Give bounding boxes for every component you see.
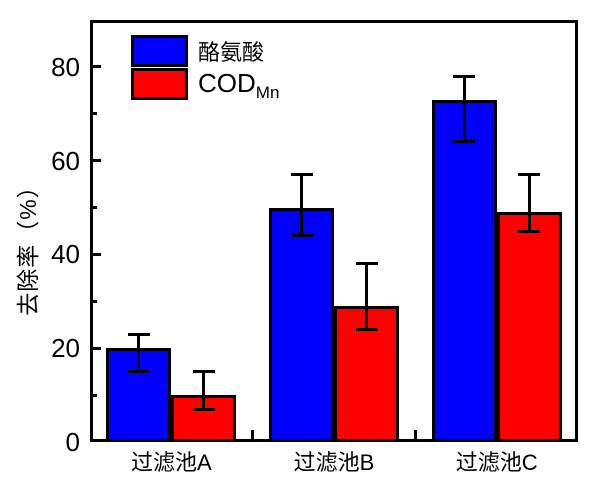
y-major-tick [90, 252, 101, 256]
y-tick-label: 80 [51, 51, 80, 82]
error-bar-tyrosine-2 [300, 174, 303, 236]
error-bar-cod-2 [365, 263, 368, 330]
legend-swatch-tyrosine [131, 34, 188, 67]
legend-label-cod: CODMn [198, 68, 280, 102]
y-tick-label: 20 [51, 333, 80, 364]
bar-tyrosine-3 [431, 99, 497, 442]
x-boundary-tick [251, 430, 255, 439]
error-bar-tyrosine-1 [137, 334, 141, 372]
y-major-tick [90, 159, 101, 163]
y-minor-tick [90, 299, 97, 303]
y-major-tick [90, 346, 101, 350]
error-cap-top-tyrosine-2 [290, 173, 313, 177]
error-cap-top-tyrosine-3 [453, 74, 476, 78]
error-cap-top-cod-3 [518, 173, 541, 177]
y-tick-label: 60 [51, 145, 80, 176]
error-cap-bottom-tyrosine-3 [453, 140, 476, 144]
error-bar-cod-1 [202, 371, 206, 410]
error-cap-bottom-cod-2 [355, 327, 378, 331]
error-cap-bottom-tyrosine-1 [127, 370, 150, 374]
bar-cod-3 [496, 212, 562, 442]
x-category-label: 过滤池B [293, 450, 375, 475]
y-minor-tick [90, 393, 97, 397]
x-boundary-tick [413, 430, 417, 439]
legend-item-cod: CODMn [131, 67, 280, 102]
bar-tyrosine-2 [269, 207, 334, 442]
error-cap-top-cod-1 [192, 370, 215, 374]
error-cap-bottom-cod-3 [518, 229, 541, 233]
error-bar-tyrosine-3 [462, 76, 466, 142]
y-major-tick [90, 65, 101, 69]
legend-label-tyrosine: 酪氨酸 [198, 39, 265, 65]
error-cap-bottom-cod-1 [192, 407, 215, 411]
error-bar-cod-3 [527, 174, 531, 231]
y-tick-label: 40 [51, 239, 80, 270]
error-cap-top-cod-2 [355, 262, 378, 266]
error-cap-bottom-tyrosine-2 [290, 234, 313, 238]
y-minor-tick [90, 112, 97, 116]
x-category-label: 过滤池C [455, 450, 538, 475]
x-category-label: 过滤池A [130, 450, 212, 475]
bar-cod-2 [334, 306, 399, 442]
y-tick-label: 0 [65, 427, 80, 457]
legend: 酪氨酸 CODMn [131, 34, 280, 102]
legend-swatch-cod [131, 67, 188, 100]
error-cap-top-tyrosine-1 [127, 332, 150, 336]
y-minor-tick [90, 206, 97, 210]
legend-item-tyrosine: 酪氨酸 [131, 34, 279, 67]
